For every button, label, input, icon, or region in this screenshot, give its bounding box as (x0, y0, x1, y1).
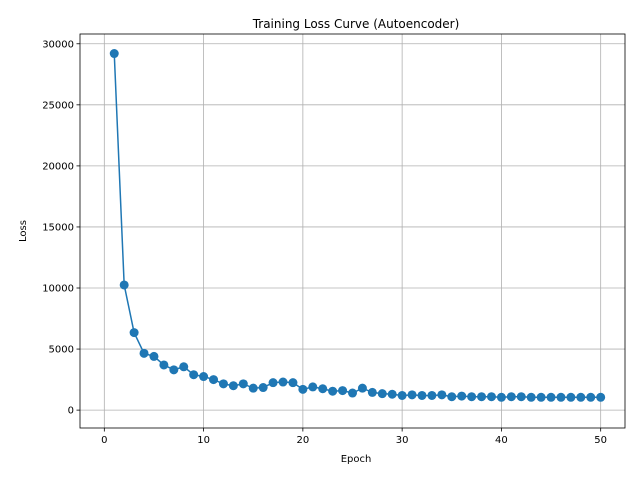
data-point (159, 360, 169, 370)
data-point (189, 370, 199, 380)
data-point (486, 392, 496, 402)
data-point (496, 392, 506, 402)
y-tick-label: 5000 (49, 345, 74, 356)
grid-lines (80, 34, 625, 428)
x-tick-label: 30 (396, 435, 409, 446)
data-point (387, 389, 397, 399)
y-tick-label: 25000 (42, 100, 74, 111)
data-point (308, 382, 318, 392)
x-tick-label: 50 (594, 435, 607, 446)
x-tick-label: 20 (296, 435, 309, 446)
x-tick-label: 0 (101, 435, 107, 446)
data-point (298, 384, 308, 394)
y-tick-label: 30000 (42, 39, 74, 50)
data-point (129, 328, 139, 338)
x-tick-label: 40 (495, 435, 508, 446)
plot-frame (79, 33, 626, 429)
data-point (467, 392, 477, 402)
data-point (417, 390, 427, 400)
series-loss (109, 49, 606, 402)
data-point (338, 386, 348, 396)
chart-title: Training Loss Curve (Autoencoder) (252, 17, 460, 31)
data-point (457, 391, 467, 401)
data-point (288, 378, 298, 388)
data-point (526, 392, 536, 402)
data-point (258, 383, 268, 393)
data-point (556, 392, 566, 402)
data-point (576, 392, 586, 402)
y-tick-label: 15000 (42, 222, 74, 233)
data-point (506, 392, 516, 402)
data-point (516, 392, 526, 402)
data-point (248, 383, 258, 393)
data-point (566, 392, 576, 402)
data-point (199, 372, 209, 382)
y-tick-label: 10000 (42, 284, 74, 295)
data-point (357, 383, 367, 393)
data-point (318, 384, 328, 394)
y-axis-label: Loss (18, 220, 29, 242)
data-point (218, 379, 228, 389)
data-point (149, 351, 159, 361)
data-point (139, 348, 149, 358)
data-point (209, 375, 219, 385)
x-tick-label: 10 (197, 435, 210, 446)
data-point (238, 379, 248, 389)
data-point (536, 392, 546, 402)
data-point (328, 386, 338, 396)
data-point (596, 392, 606, 402)
data-point (397, 390, 407, 400)
data-point (367, 387, 377, 397)
data-point (169, 365, 179, 375)
y-tick-label: 0 (68, 406, 74, 417)
y-tick-label: 20000 (42, 161, 74, 172)
data-point (268, 378, 278, 388)
data-point (427, 390, 437, 400)
data-point (179, 362, 189, 372)
data-point (377, 389, 387, 399)
data-point (477, 392, 487, 402)
data-point (437, 390, 447, 400)
axis-ticks: 0 10 20 30 40 50 0 5000 10000 15000 20000 25000 3000… (42, 39, 607, 446)
data-point (586, 392, 596, 402)
data-point (119, 280, 129, 290)
data-point (546, 392, 556, 402)
data-point (109, 49, 119, 59)
data-point (228, 381, 238, 391)
data-point (348, 388, 357, 398)
data-point (407, 390, 417, 400)
x-axis-label: Epoch (341, 454, 372, 465)
data-point (278, 377, 288, 387)
data-point (447, 392, 457, 402)
